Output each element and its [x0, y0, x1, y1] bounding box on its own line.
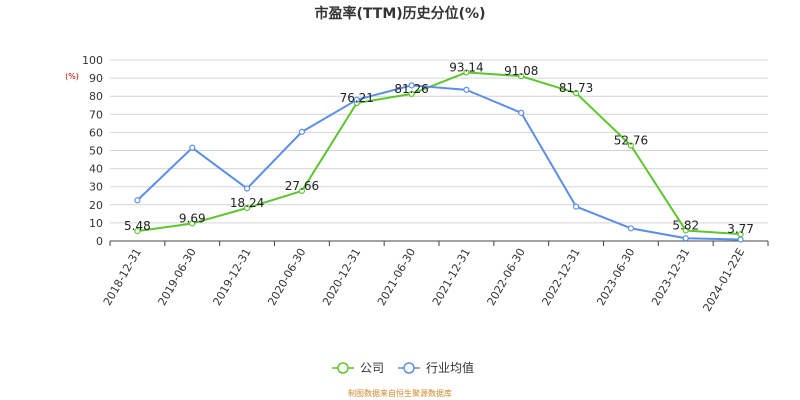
series-line-1 — [136, 84, 741, 241]
x-tick-label: 2019-12-31 — [210, 246, 253, 308]
series-1-point — [408, 82, 415, 89]
series-0-point — [463, 69, 470, 76]
series-line-0 — [137, 71, 741, 236]
y-tick-label: 30 — [89, 181, 103, 194]
y-tick-label: 80 — [89, 90, 103, 103]
y-axis: 0 10 20 30 40 50 60 70 80 90 100 — [82, 54, 103, 248]
series-0-point — [518, 73, 525, 80]
series-1-point — [737, 236, 744, 243]
x-tick-label: 2022-06-30 — [485, 246, 528, 308]
legend-item-industry[interactable]: 行业均值 — [398, 360, 474, 375]
data-label: 9.69 — [179, 211, 206, 225]
legend-company-label: 公司 — [360, 361, 384, 375]
series-1-point — [298, 128, 306, 135]
x-tick-label: 2019-06-30 — [156, 246, 199, 308]
y-tick-label: 100 — [82, 54, 103, 67]
series-0-point — [189, 220, 196, 227]
y-tick-label: 0 — [96, 235, 103, 248]
legend: 公司 行业均值 — [332, 360, 474, 375]
x-tick-label: 2018-12-31 — [101, 246, 144, 308]
series-1-point — [243, 185, 251, 192]
data-label: 81.26 — [394, 82, 428, 96]
data-label: 18.24 — [230, 196, 264, 210]
series-1-point — [682, 235, 689, 242]
x-tick-label: 2020-12-31 — [320, 246, 363, 308]
grid — [110, 59, 768, 224]
data-label: 5.48 — [124, 219, 151, 233]
y-tick-label: 50 — [89, 145, 103, 158]
y-tick-label: 70 — [89, 108, 103, 121]
data-label: 27.66 — [285, 179, 319, 193]
series-1-point — [189, 144, 196, 151]
series-0-point — [682, 227, 689, 234]
series-0-point — [134, 227, 141, 235]
x-tick-label: 2023-12-31 — [649, 246, 692, 308]
x-axis: 2018-12-31 2019-06-30 2019-12-31 2020-06-30… — [101, 240, 769, 314]
series-0-point — [243, 204, 251, 212]
x-tick-label: 2021-12-31 — [430, 246, 473, 308]
x-tick-label: 2021-06-30 — [375, 246, 418, 308]
x-tick-label: 2023-06-30 — [594, 246, 637, 308]
legend-item-company[interactable]: 公司 — [332, 361, 384, 375]
series-1-point — [134, 197, 141, 204]
legend-industry-marker — [403, 362, 415, 374]
series-0-point — [572, 89, 580, 97]
series-1-point — [572, 203, 580, 210]
legend-company-marker — [337, 362, 349, 374]
x-tick-label: 2024-01-22E — [700, 246, 747, 314]
legend-industry-label: 行业均值 — [426, 360, 474, 375]
y-tick-label: 40 — [89, 163, 103, 176]
series-group — [134, 69, 744, 243]
y-tick-label: 60 — [89, 126, 103, 139]
data-label: 91.08 — [504, 64, 538, 78]
data-label: 93.14 — [449, 60, 483, 74]
data-label: 76.21 — [340, 91, 374, 105]
chart-title: 市盈率(TTM)历史分位(%) — [315, 5, 486, 22]
series-0-point — [298, 187, 306, 195]
series-1-point — [518, 109, 525, 116]
x-tick-label: 2022-12-31 — [539, 246, 582, 308]
y-tick-label: 10 — [89, 217, 103, 230]
y-tick-label: 20 — [89, 199, 103, 212]
data-labels: 5.48 9.69 18.24 27.66 76.21 81.26 93.14 91.08 81… — [124, 60, 754, 236]
y-axis-unit: (%) — [65, 72, 79, 81]
data-label: 3.77 — [727, 222, 754, 236]
data-label: 5.82 — [672, 218, 699, 232]
x-tick-label: 2020-06-30 — [265, 246, 308, 308]
series-1-point — [463, 86, 470, 93]
series-0-point — [408, 90, 415, 98]
series-1-point — [627, 225, 635, 232]
data-label: 81.73 — [559, 81, 593, 95]
series-0-point — [627, 142, 635, 149]
series-1-point — [353, 96, 360, 103]
y-tick-label: 90 — [89, 72, 103, 85]
data-label: 52.76 — [614, 134, 648, 148]
data-source: 制图数据来自恒生聚源数据库 — [348, 388, 452, 398]
